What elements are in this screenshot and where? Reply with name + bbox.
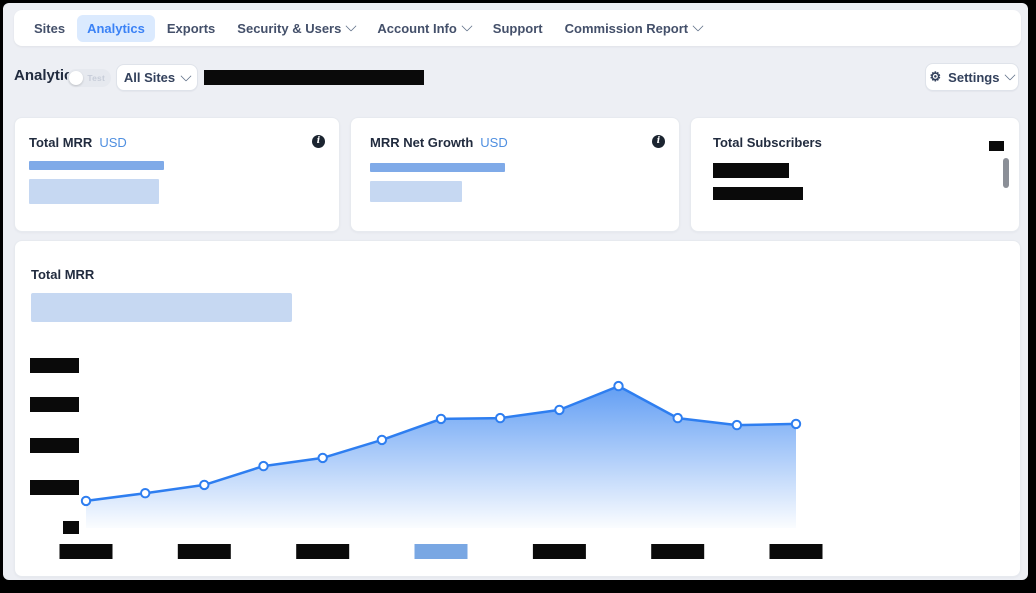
- chart-data-point[interactable]: [317, 452, 328, 464]
- chart-data-point[interactable]: [258, 460, 269, 472]
- chevron-down-icon: [180, 69, 192, 82]
- chart-data-point[interactable]: [495, 412, 506, 424]
- nav-label: Security & Users: [237, 20, 342, 36]
- scrollbar-thumb[interactable]: [1003, 158, 1009, 188]
- redacted-corner-value: [989, 141, 1004, 151]
- redacted-x-axis-label: [177, 544, 231, 559]
- nav-item-sites[interactable]: Sites: [24, 15, 75, 42]
- nav-item-security-users[interactable]: Security & Users: [227, 15, 365, 42]
- card-title: MRR Net Growth: [370, 135, 474, 150]
- chart-data-point[interactable]: [554, 404, 565, 416]
- chevron-down-icon: [345, 20, 358, 32]
- top-navbar: Sites Analytics Exports Security & Users…: [14, 10, 1021, 46]
- redacted-secondary-value: [370, 181, 462, 202]
- redacted-context-value: [204, 70, 424, 85]
- chart-data-point[interactable]: [80, 495, 92, 507]
- redacted-secondary-value: [713, 187, 803, 200]
- redacted-x-axis-label: [651, 544, 705, 559]
- total-subscribers-card: Total Subscribers: [690, 117, 1020, 232]
- nav-item-support[interactable]: Support: [483, 15, 553, 42]
- test-mode-toggle[interactable]: Test: [67, 69, 111, 87]
- total-mrr-area-chart: [30, 358, 823, 559]
- chart-data-point[interactable]: [731, 419, 743, 431]
- chart-data-point[interactable]: [199, 479, 210, 491]
- info-icon[interactable]: i: [652, 135, 665, 148]
- mrr-net-growth-card: MRR Net Growth USD i: [350, 117, 680, 232]
- chevron-down-icon: [692, 20, 704, 32]
- settings-label: Settings: [948, 69, 1000, 85]
- redacted-y-axis-zero-label: [63, 521, 79, 534]
- redacted-x-axis-label-highlighted: [414, 544, 468, 559]
- nav-label: Support: [492, 20, 543, 36]
- redacted-y-axis-label: [30, 397, 79, 412]
- page-title: Analytics: [14, 67, 81, 84]
- chevron-down-icon: [461, 20, 473, 32]
- redacted-x-axis-label: [59, 544, 113, 559]
- redacted-primary-value: [713, 163, 789, 178]
- chart-data-point[interactable]: [376, 434, 388, 446]
- chart-data-point[interactable]: [140, 488, 151, 499]
- chart-data-point[interactable]: [613, 380, 624, 392]
- info-icon[interactable]: i: [312, 135, 325, 148]
- total-mrr-chart-card: Total MRR: [14, 240, 1021, 577]
- redacted-y-axis-label: [30, 358, 79, 373]
- redacted-x-axis-label: [769, 544, 823, 559]
- total-mrr-card: Total MRR USD i: [14, 117, 340, 232]
- redacted-y-axis-label: [30, 480, 79, 495]
- nav-label: Sites: [34, 20, 66, 36]
- chart-title: Total MRR: [31, 267, 95, 282]
- redacted-secondary-value: [29, 179, 159, 204]
- card-title: Total Subscribers: [713, 135, 822, 150]
- site-selector-dropdown[interactable]: All Sites: [116, 64, 198, 91]
- currency-label: USD: [99, 135, 127, 150]
- chart-data-point[interactable]: [435, 413, 447, 425]
- chart-data-point[interactable]: [672, 412, 683, 424]
- settings-button[interactable]: Settings: [925, 63, 1019, 91]
- toggle-label: Test: [87, 73, 105, 83]
- site-selector-value: All Sites: [123, 70, 176, 85]
- app-window: Sites Analytics Exports Security & Users…: [3, 3, 1028, 580]
- redacted-y-axis-label: [30, 438, 79, 453]
- gear-icon: [930, 69, 942, 85]
- toggle-knob: [69, 71, 83, 85]
- nav-label: Commission Report: [564, 20, 689, 36]
- currency-label: USD: [480, 135, 508, 150]
- nav-item-exports[interactable]: Exports: [157, 15, 225, 42]
- redacted-x-axis-label: [296, 544, 350, 559]
- redacted-primary-value: [29, 161, 164, 170]
- nav-label: Account Info: [377, 20, 457, 36]
- chart-data-point[interactable]: [790, 418, 802, 430]
- nav-label: Analytics: [87, 20, 145, 36]
- redacted-chart-subtitle: [31, 293, 292, 322]
- redacted-primary-value: [370, 163, 505, 172]
- card-title: Total MRR: [29, 135, 93, 150]
- nav-item-commission-report[interactable]: Commission Report: [555, 15, 713, 42]
- nav-label: Exports: [166, 20, 216, 36]
- chevron-down-icon: [1004, 69, 1017, 81]
- nav-item-analytics[interactable]: Analytics: [77, 14, 155, 42]
- chart-area-fill: [86, 386, 796, 528]
- redacted-x-axis-label: [532, 544, 586, 559]
- nav-item-account-info[interactable]: Account Info: [367, 15, 480, 42]
